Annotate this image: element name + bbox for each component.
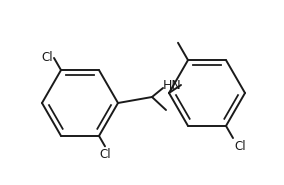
Text: HN: HN (163, 78, 181, 92)
Text: Cl: Cl (99, 148, 111, 161)
Text: Cl: Cl (234, 140, 246, 153)
Text: Cl: Cl (41, 51, 53, 64)
